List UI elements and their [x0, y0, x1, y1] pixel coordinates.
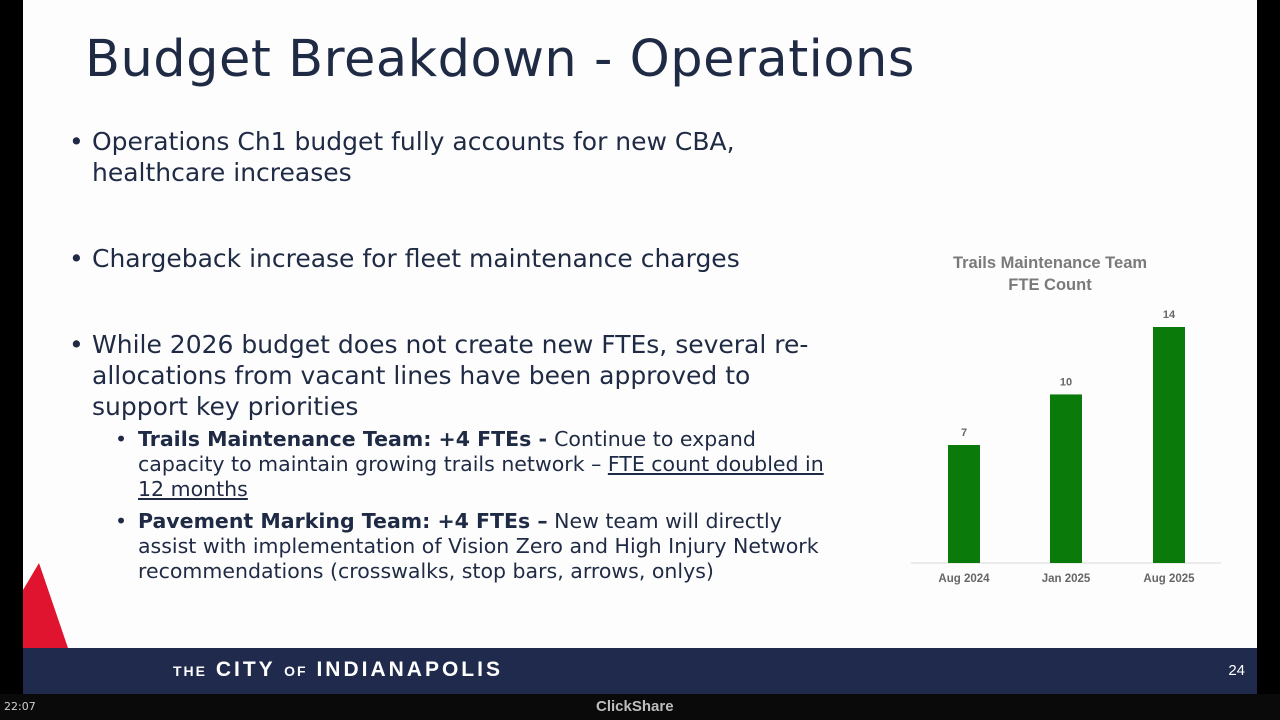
chart-tick-label: Aug 2024 [938, 573, 990, 585]
slide-title: Budget Breakdown - Operations [85, 30, 915, 89]
screen-share-bar: 22:07 ClickShare [0, 694, 1280, 720]
sub-bullet-body: Continue to expand capacity to maintain … [138, 427, 756, 476]
fte-bar-chart: Trails Maintenance Team FTE Count 7 Aug 2… [911, 254, 1221, 585]
sub-bullet-heading: Trails Maintenance Team: +4 FTEs [138, 427, 532, 451]
chart-bar [1153, 327, 1185, 563]
chart-tick-label: Aug 2025 [1143, 573, 1195, 585]
slide: Budget Breakdown - Operations • Operatio… [23, 0, 1257, 694]
sub-bullet-text: Pavement Marking Team: +4 FTEs – New tea… [138, 509, 835, 584]
chart-data-label: 14 [1163, 309, 1176, 321]
bullet-text: While 2026 budget does not create new FT… [92, 330, 809, 421]
chart-title-line: Trails Maintenance Team [953, 254, 1147, 272]
chart-bar [1050, 394, 1082, 563]
page-number: 24 [1228, 662, 1245, 679]
sub-bullet-body: New team will directly assist with imple… [138, 509, 819, 583]
sub-bullet-separator: - [531, 427, 555, 451]
sub-bullet-heading: Pavement Marking Team: +4 FTEs – [138, 509, 548, 533]
bullet-dot: • [69, 244, 84, 273]
bullet-dot: • [69, 330, 84, 359]
bullet-dot: • [115, 427, 128, 451]
chart-data-label: 10 [1060, 376, 1072, 388]
brand-of: OF [284, 663, 308, 679]
bullet-item: • Chargeback increase for fleet maintena… [69, 243, 849, 274]
sub-bullet-item: • Pavement Marking Team: +4 FTEs – New t… [115, 509, 835, 584]
bullet-dot: • [115, 509, 128, 533]
chart-tick-label: Jan 2025 [1042, 573, 1091, 585]
city-logo-text: THE CITY OF INDIANAPOLIS [173, 658, 503, 682]
brand-prefix: THE [173, 663, 207, 679]
chart-bar [948, 445, 980, 563]
bullet-text: Operations Ch1 budget fully accounts for… [92, 127, 735, 187]
chart-marks: 7 Aug 2024 10 Jan 2025 14 Aug 2025 [938, 309, 1195, 585]
brand-city: CITY [215, 658, 276, 681]
chart-title-line: FTE Count [1008, 276, 1092, 294]
clock: 22:07 [4, 700, 36, 713]
slide-footer: THE CITY OF INDIANAPOLIS 24 [23, 648, 1257, 694]
bullet-dot: • [69, 127, 84, 156]
sub-bullet-item: • Trails Maintenance Team: +4 FTEs - Con… [115, 427, 835, 502]
sub-bullet-text: Trails Maintenance Team: +4 FTEs - Conti… [138, 427, 835, 502]
bullet-item: • Operations Ch1 budget fully accounts f… [69, 126, 849, 188]
clickshare-label: ClickShare [596, 698, 674, 715]
bullet-text: Chargeback increase for fleet maintenanc… [92, 244, 740, 273]
chart-data-label: 7 [961, 427, 967, 439]
brand-name: INDIANAPOLIS [316, 658, 503, 681]
sub-bullet-underlined: FTE count doubled in 12 months [138, 452, 824, 501]
bullet-item: • While 2026 budget does not create new … [69, 329, 849, 422]
